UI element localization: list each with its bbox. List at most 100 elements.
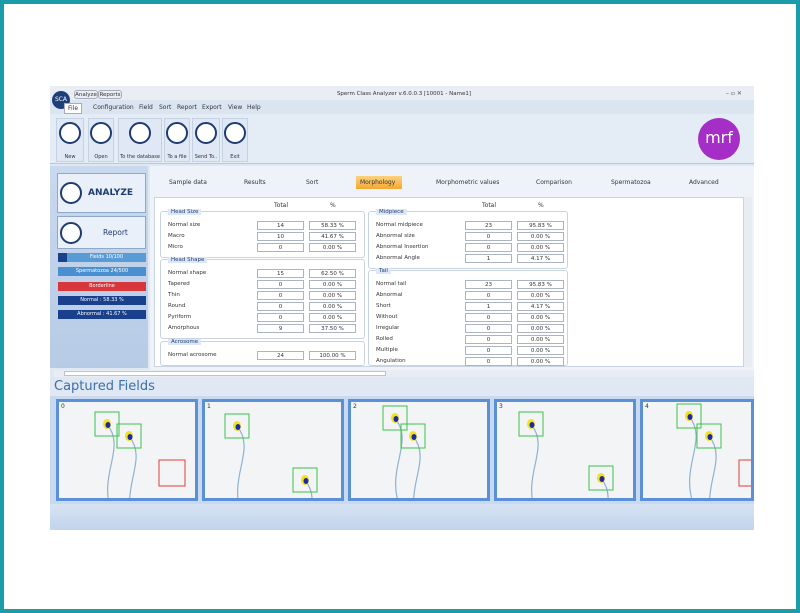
percent-cell: 0.00 % bbox=[517, 313, 564, 322]
total-cell: 24 bbox=[257, 351, 304, 360]
total-cell: 0 bbox=[257, 313, 304, 322]
h-scrollbar[interactable] bbox=[54, 370, 754, 377]
row-label: Pyriform bbox=[168, 314, 192, 320]
percent-cell: 0.00 % bbox=[517, 346, 564, 355]
v-scrollbar[interactable] bbox=[744, 197, 752, 367]
menu-item[interactable]: Export bbox=[202, 104, 222, 111]
menu-item[interactable]: Sort bbox=[159, 104, 172, 111]
sperm-tail bbox=[304, 479, 313, 498]
group-title: Head Size bbox=[168, 209, 202, 215]
percent-cell: 0.00 % bbox=[309, 302, 356, 311]
sperm-tail bbox=[128, 435, 137, 498]
h-scroll-thumb[interactable] bbox=[64, 371, 386, 376]
field-thumbnail[interactable]: 2 bbox=[348, 399, 490, 501]
field-thumbnail[interactable]: 4 bbox=[640, 399, 754, 501]
title-bar bbox=[50, 86, 754, 100]
sperm-nucleus bbox=[105, 422, 111, 428]
column-header: % bbox=[538, 202, 544, 209]
detection-box bbox=[292, 467, 318, 493]
sperm-tail bbox=[708, 435, 717, 498]
sperm-nucleus bbox=[687, 414, 693, 420]
percent-cell: 4.17 % bbox=[517, 254, 564, 263]
row-label: Micro bbox=[168, 244, 183, 250]
row-label: Without bbox=[376, 314, 398, 320]
sperm-nucleus bbox=[599, 476, 605, 482]
detection-box bbox=[158, 459, 186, 487]
percent-cell: 95.83 % bbox=[517, 221, 564, 230]
total-cell: 1 bbox=[465, 302, 512, 311]
toolbar-label[interactable]: New bbox=[64, 154, 76, 160]
report-label[interactable]: Report bbox=[103, 228, 128, 237]
window-tab[interactable]: Analyze bbox=[74, 90, 98, 99]
sperm-tail bbox=[236, 425, 245, 498]
row-label: Normal acrosome bbox=[168, 352, 217, 358]
sperm-nucleus bbox=[411, 434, 417, 440]
field-thumbnail[interactable]: 1 bbox=[202, 399, 344, 501]
menu-item[interactable]: Help bbox=[247, 104, 261, 111]
toolbar-label[interactable]: To a file bbox=[167, 154, 187, 160]
detection-box bbox=[518, 411, 544, 437]
row-label: Short bbox=[376, 303, 391, 309]
total-cell: 0 bbox=[465, 313, 512, 322]
total-cell: 0 bbox=[465, 335, 512, 344]
menu-item[interactable]: View bbox=[228, 104, 243, 111]
group-box bbox=[160, 341, 365, 366]
total-cell: 23 bbox=[465, 280, 512, 289]
total-cell: 14 bbox=[257, 221, 304, 230]
row-label: Normal midpiece bbox=[376, 222, 423, 228]
sperm-nucleus bbox=[393, 416, 399, 422]
row-label: Macro bbox=[168, 233, 185, 239]
row-label: Rolled bbox=[376, 336, 393, 342]
tab[interactable]: Sort bbox=[306, 179, 319, 186]
detection-box bbox=[382, 405, 408, 431]
field-image bbox=[94, 411, 186, 498]
menu-item[interactable]: Configuration bbox=[93, 104, 134, 111]
total-cell: 15 bbox=[257, 269, 304, 278]
toolbar-icon bbox=[166, 122, 188, 144]
group-box bbox=[160, 211, 365, 258]
tab[interactable]: Results bbox=[244, 179, 266, 186]
percent-cell: 0.00 % bbox=[517, 324, 564, 333]
row-label: Tapered bbox=[168, 281, 190, 287]
sperm-nucleus bbox=[235, 424, 241, 430]
field-thumbnail[interactable]: 3 bbox=[494, 399, 636, 501]
row-label: Normal size bbox=[168, 222, 201, 228]
percent-cell: 100.00 % bbox=[309, 351, 356, 360]
tab[interactable]: Comparison bbox=[536, 179, 572, 186]
total-cell: 0 bbox=[465, 291, 512, 300]
menu-item[interactable]: File bbox=[64, 103, 83, 114]
toolbar-label[interactable]: To the database bbox=[120, 154, 160, 160]
analyze-label[interactable]: ANALYZE bbox=[88, 188, 133, 198]
sperm-tail bbox=[530, 423, 539, 498]
row-label: Irregular bbox=[376, 325, 400, 331]
tab[interactable]: Advanced bbox=[689, 179, 719, 186]
percent-cell: 0.00 % bbox=[517, 335, 564, 344]
percent-cell: 41.67 % bbox=[309, 232, 356, 241]
total-cell: 1 bbox=[465, 254, 512, 263]
window-tab[interactable]: Reports bbox=[98, 90, 122, 99]
toolbar-label[interactable]: Send To.. bbox=[194, 154, 218, 160]
percent-cell: 0.00 % bbox=[517, 357, 564, 366]
menu-item[interactable]: Report bbox=[177, 104, 197, 111]
percent-cell: 0.00 % bbox=[309, 280, 356, 289]
row-label: Multiple bbox=[376, 347, 398, 353]
percent-cell: 0.00 % bbox=[517, 243, 564, 252]
toolbar-label[interactable]: Exit bbox=[230, 154, 240, 160]
sperm-tail bbox=[106, 423, 115, 498]
row-label: Normal tail bbox=[376, 281, 407, 287]
menu-bar bbox=[50, 100, 754, 114]
detection-box bbox=[588, 465, 614, 491]
group-box bbox=[160, 259, 365, 339]
tab[interactable]: Morphology bbox=[356, 176, 402, 189]
tab[interactable]: Spermatozoa bbox=[611, 179, 651, 186]
toolbar-label[interactable]: Open bbox=[94, 154, 108, 160]
tab[interactable]: Morphometric values bbox=[436, 179, 500, 186]
total-cell: 0 bbox=[465, 324, 512, 333]
row-label: Round bbox=[168, 303, 186, 309]
field-thumbnail[interactable]: 0 bbox=[56, 399, 198, 501]
row-label: Abnormal Angle bbox=[376, 255, 420, 261]
menu-item[interactable]: Field bbox=[139, 104, 153, 111]
total-cell: 0 bbox=[465, 243, 512, 252]
sperm-tail bbox=[412, 435, 421, 498]
tab[interactable]: Sample data bbox=[169, 179, 207, 186]
